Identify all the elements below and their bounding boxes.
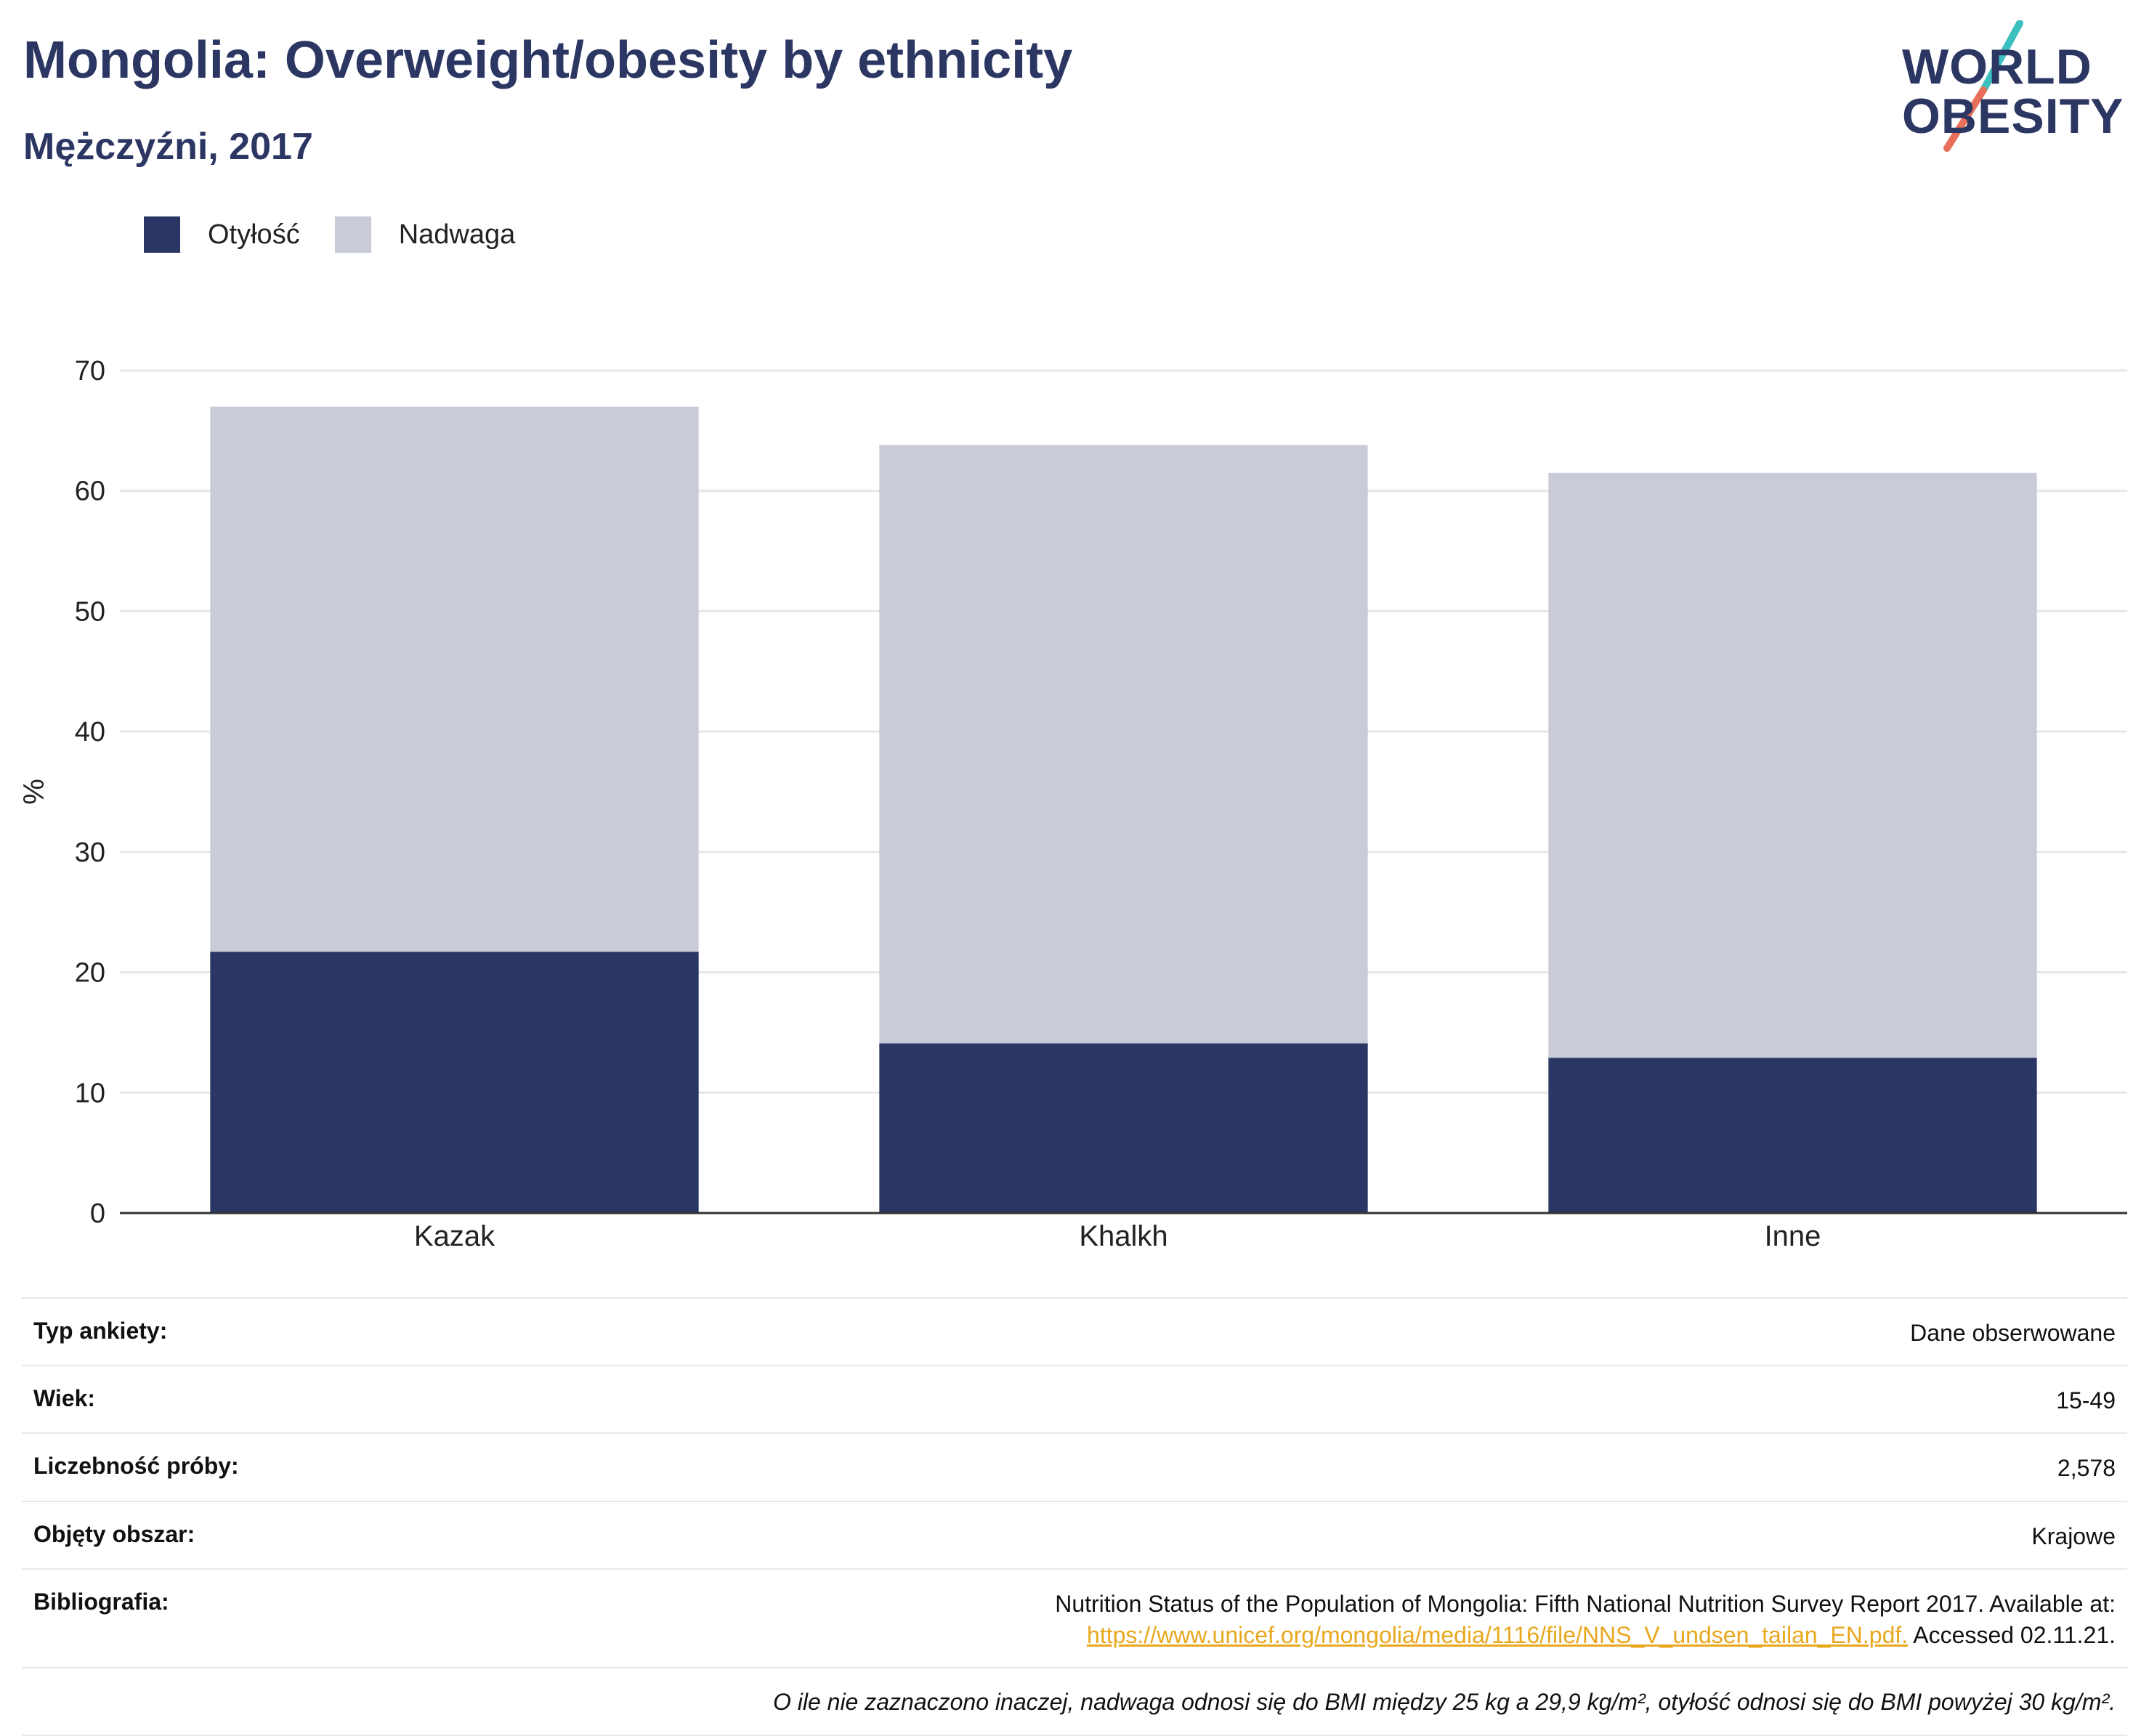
logo-slash-icon xyxy=(1943,20,2023,152)
info-label: Bibliografia: xyxy=(33,1588,169,1615)
logo-text-world: WORLD xyxy=(1902,39,2092,94)
y-tick-label: 50 xyxy=(75,596,105,627)
x-tick-label: Kazak xyxy=(414,1220,495,1252)
info-value: 15-49 xyxy=(2056,1387,2116,1414)
bar-obesity-kazak xyxy=(210,952,699,1213)
legend-label-overweight: Nadwaga xyxy=(398,219,516,250)
y-tick-label: 30 xyxy=(75,837,105,868)
info-value: Krajowe xyxy=(2031,1522,2116,1549)
world-obesity-logo: WORLD OBESITY xyxy=(1889,20,2136,158)
info-value: Dane obserwowane xyxy=(1910,1320,2116,1346)
info-row-age: Wiek: 15-49 xyxy=(22,1365,2127,1432)
y-tick-label: 60 xyxy=(75,476,105,507)
chart-legend: Otyłość Nadwaga xyxy=(144,216,550,253)
chart-subtitle: Mężczyźni, 2017 xyxy=(23,126,313,168)
logo-text-obesity: OBESITY xyxy=(1902,89,2124,144)
info-row-sample-size: Liczebność próby: 2,578 xyxy=(22,1432,2127,1500)
bar-overweight-khalkh xyxy=(879,445,1368,1044)
info-row-survey-type: Typ ankiety: Dane obserwowane xyxy=(22,1297,2127,1365)
bibliography-link[interactable]: https://www.unicef.org/mongolia/media/11… xyxy=(1087,1621,1909,1648)
legend-item-obesity[interactable]: Otyłość xyxy=(144,216,300,253)
y-axis-label: % xyxy=(18,779,50,805)
bibliography-accessed: Accessed 02.11.21. xyxy=(1908,1621,2116,1648)
legend-swatch-obesity xyxy=(144,216,180,253)
legend-swatch-overweight xyxy=(334,216,371,253)
legend-item-overweight[interactable]: Nadwaga xyxy=(334,216,516,253)
y-tick-label: 40 xyxy=(75,717,105,747)
bar-overweight-inne xyxy=(1548,472,2037,1058)
chart-title: Mongolia: Overweight/obesity by ethnicit… xyxy=(23,31,1073,89)
info-label: Wiek: xyxy=(33,1385,96,1412)
info-row-area-covered: Objęty obszar: Krajowe xyxy=(22,1500,2127,1568)
legend-label-obesity: Otyłość xyxy=(208,219,300,250)
info-label: Typ ankiety: xyxy=(33,1318,168,1344)
bar-obesity-khalkh xyxy=(879,1043,1368,1213)
y-tick-label: 10 xyxy=(75,1078,105,1108)
info-value: 2,578 xyxy=(2057,1455,2116,1482)
bibliography-value: Nutrition Status of the Population of Mo… xyxy=(1055,1589,2116,1651)
info-row-bibliography: Bibliografia: Nutrition Status of the Po… xyxy=(22,1567,2127,1667)
bar-overweight-kazak xyxy=(210,406,699,952)
y-tick-label: 70 xyxy=(75,356,105,386)
survey-info-table: Typ ankiety: Dane obserwowane Wiek: 15-4… xyxy=(22,1297,2127,1736)
y-tick-label: 20 xyxy=(75,958,105,989)
bmi-definition-note: O ile nie zaznaczono inaczej, nadwaga od… xyxy=(22,1667,2127,1736)
info-label: Liczebność próby: xyxy=(33,1453,239,1480)
y-tick-label: 0 xyxy=(90,1198,105,1229)
bibliography-text: Nutrition Status of the Population of Mo… xyxy=(1055,1590,2116,1617)
bar-chart: 0 10 20 30 40 50 60 70% Kazak Khalkh Inne xyxy=(18,356,2127,1252)
bar-obesity-inne xyxy=(1548,1058,2037,1213)
info-label: Objęty obszar: xyxy=(33,1520,195,1547)
x-tick-label: Inne xyxy=(1765,1220,1821,1252)
x-tick-label: Khalkh xyxy=(1079,1220,1167,1252)
